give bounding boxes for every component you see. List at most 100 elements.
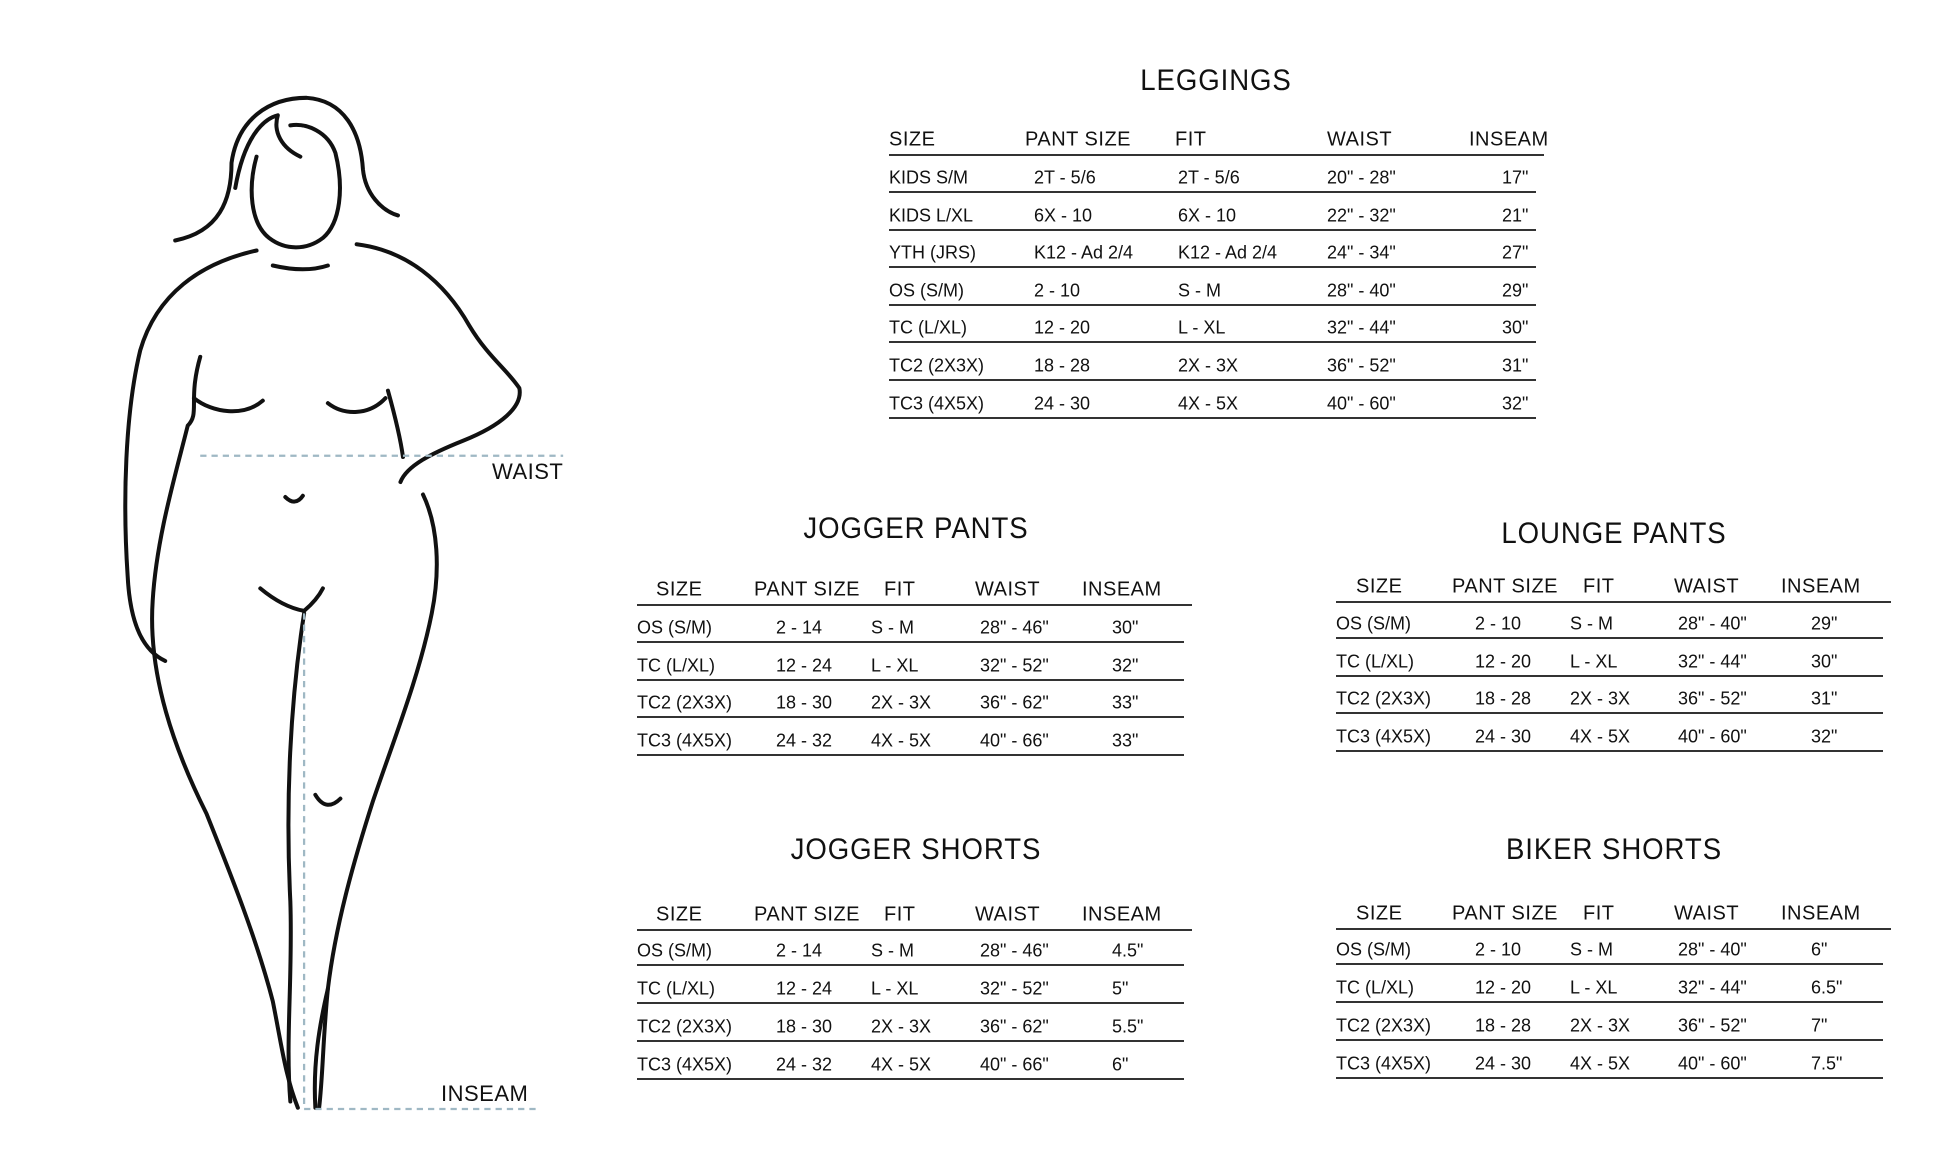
column-header-waist: WAIST	[1674, 575, 1740, 598]
column-header-inseam: INSEAM	[1082, 903, 1162, 926]
cell-inseam: 32"	[1112, 655, 1139, 676]
hair-outline	[173, 95, 400, 243]
cell-inseam: 27"	[1502, 242, 1529, 263]
row-divider	[637, 753, 1184, 756]
right-arm-outline	[354, 242, 522, 485]
cell-pant-size: 12 - 20	[1475, 651, 1532, 672]
cell-size: OS (S/M)	[637, 940, 712, 961]
cell-fit: S - M	[871, 940, 914, 961]
cell-inseam: 32"	[1811, 726, 1838, 747]
cell-fit: 4X - 5X	[1178, 393, 1239, 414]
cell-fit: 6X - 10	[1178, 205, 1237, 226]
header-divider	[1336, 928, 1891, 930]
cell-inseam: 33"	[1112, 692, 1139, 713]
cell-size: KIDS L/XL	[889, 205, 974, 226]
inseam-label: INSEAM	[441, 1081, 529, 1106]
cell-size: TC3 (4X5X)	[637, 730, 733, 751]
cell-inseam: 30"	[1502, 317, 1529, 338]
cell-size: OS (S/M)	[889, 280, 964, 301]
row-divider	[1336, 1039, 1883, 1041]
column-header-size: SIZE	[889, 128, 936, 151]
cell-fit: 4X - 5X	[871, 1054, 932, 1075]
cell-fit: L - XL	[871, 978, 919, 999]
cell-size: TC2 (2X3X)	[889, 355, 985, 376]
cell-fit: 2X - 3X	[871, 1016, 932, 1037]
row-divider	[1336, 1077, 1883, 1079]
row-divider	[889, 228, 1536, 231]
cell-inseam: 33"	[1112, 730, 1139, 751]
cell-waist: 28" - 40"	[1678, 613, 1747, 634]
column-header-inseam: INSEAM	[1781, 902, 1861, 925]
cell-size: TC (L/XL)	[637, 978, 716, 999]
cell-inseam: 29"	[1811, 613, 1838, 634]
cell-waist: 28" - 40"	[1678, 939, 1747, 960]
column-header-waist: WAIST	[1674, 902, 1740, 925]
cell-pant-size: K12 - Ad 2/4	[1034, 242, 1134, 263]
left-arm-outline	[123, 248, 259, 663]
row-divider	[889, 341, 1536, 344]
cell-waist: 36" - 62"	[980, 1016, 1049, 1037]
row-divider	[1336, 712, 1883, 715]
cell-fit: K12 - Ad 2/4	[1178, 242, 1278, 263]
cell-inseam: 29"	[1502, 280, 1529, 301]
column-header-inseam: INSEAM	[1469, 128, 1549, 151]
row-divider	[637, 1078, 1184, 1080]
chart-title: JOGGER SHORTS	[790, 833, 1042, 866]
cell-size: YTH (JRS)	[889, 242, 976, 263]
cell-waist: 40" - 60"	[1678, 1053, 1747, 1074]
header-divider	[637, 604, 1192, 606]
cell-pant-size: 2 - 10	[1034, 280, 1081, 301]
cell-waist: 28" - 46"	[980, 940, 1049, 961]
cell-inseam: 31"	[1502, 355, 1529, 376]
cell-waist: 22" - 32"	[1327, 205, 1396, 226]
cell-fit: 2X - 3X	[871, 692, 932, 713]
row-divider	[637, 641, 1184, 643]
column-header-waist: WAIST	[1327, 128, 1393, 151]
cell-inseam: 7"	[1811, 1015, 1828, 1036]
row-divider	[889, 379, 1536, 381]
hair-strand	[233, 113, 303, 190]
column-header-size: SIZE	[1356, 902, 1403, 925]
chart-title: LEGGINGS	[1140, 64, 1292, 97]
cell-size: TC2 (2X3X)	[1336, 1015, 1432, 1036]
cell-fit: 2T - 5/6	[1178, 167, 1240, 188]
cell-waist: 36" - 52"	[1327, 355, 1396, 376]
chart-title: JOGGER PANTS	[803, 512, 1029, 545]
column-header-size: SIZE	[1356, 575, 1403, 598]
cell-fit: 2X - 3X	[1570, 688, 1631, 709]
column-header-waist: WAIST	[975, 578, 1041, 601]
column-header-fit: FIT	[884, 578, 916, 601]
row-divider	[889, 191, 1536, 193]
column-header-waist: WAIST	[975, 903, 1041, 926]
cell-fit: L - XL	[1570, 651, 1618, 672]
cell-waist: 36" - 52"	[1678, 688, 1747, 709]
cell-inseam: 5"	[1112, 978, 1129, 999]
cell-waist: 32" - 44"	[1327, 317, 1396, 338]
row-divider	[637, 678, 1184, 681]
cell-pant-size: 12 - 24	[776, 655, 833, 676]
chart-title: BIKER SHORTS	[1505, 833, 1723, 866]
cell-pant-size: 18 - 30	[776, 692, 833, 713]
column-header-pant-size: PANT SIZE	[1025, 128, 1132, 151]
cell-waist: 28" - 40"	[1327, 280, 1396, 301]
cell-size: TC (L/XL)	[1336, 651, 1415, 672]
cell-pant-size: 12 - 20	[1475, 977, 1532, 998]
cell-pant-size: 24 - 30	[1475, 1053, 1532, 1074]
cell-waist: 32" - 44"	[1678, 651, 1747, 672]
cell-inseam: 17"	[1502, 167, 1529, 188]
cell-fit: 4X - 5X	[1570, 726, 1631, 747]
cell-waist: 40" - 60"	[1327, 393, 1396, 414]
cell-inseam: 7.5"	[1811, 1053, 1843, 1074]
column-header-size: SIZE	[656, 578, 703, 601]
header-divider	[637, 929, 1192, 931]
row-divider	[889, 416, 1536, 419]
cell-fit: L - XL	[1570, 977, 1618, 998]
cell-pant-size: 24 - 32	[776, 1054, 833, 1075]
column-header-fit: FIT	[1175, 128, 1207, 151]
cell-size: TC3 (4X5X)	[1336, 726, 1432, 747]
cell-size: TC2 (2X3X)	[637, 1016, 733, 1037]
cell-fit: L - XL	[871, 655, 919, 676]
cell-waist: 36" - 62"	[980, 692, 1049, 713]
cell-waist: 40" - 66"	[980, 730, 1049, 751]
